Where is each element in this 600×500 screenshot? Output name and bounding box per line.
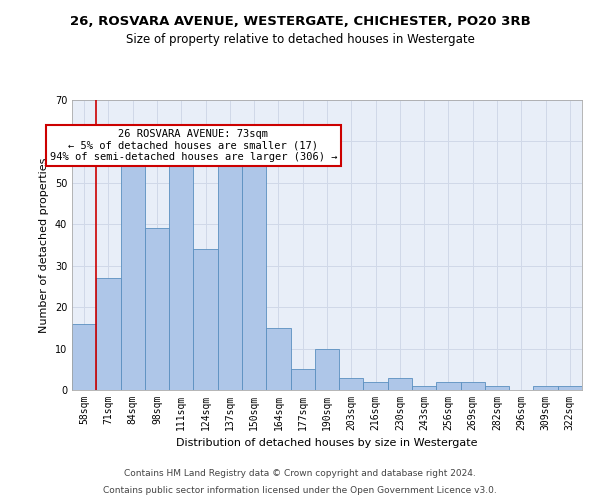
Bar <box>315 348 339 390</box>
Text: Contains public sector information licensed under the Open Government Licence v3: Contains public sector information licen… <box>103 486 497 495</box>
Bar <box>96 278 121 390</box>
Bar <box>388 378 412 390</box>
Bar <box>412 386 436 390</box>
Bar <box>533 386 558 390</box>
Bar <box>242 154 266 390</box>
Bar <box>485 386 509 390</box>
Bar <box>145 228 169 390</box>
Bar <box>364 382 388 390</box>
Bar <box>436 382 461 390</box>
Bar <box>72 324 96 390</box>
Bar <box>266 328 290 390</box>
Text: Contains HM Land Registry data © Crown copyright and database right 2024.: Contains HM Land Registry data © Crown c… <box>124 468 476 477</box>
Bar <box>193 249 218 390</box>
Text: 26, ROSVARA AVENUE, WESTERGATE, CHICHESTER, PO20 3RB: 26, ROSVARA AVENUE, WESTERGATE, CHICHEST… <box>70 15 530 28</box>
Bar <box>169 150 193 390</box>
Text: 26 ROSVARA AVENUE: 73sqm
← 5% of detached houses are smaller (17)
94% of semi-de: 26 ROSVARA AVENUE: 73sqm ← 5% of detache… <box>50 129 337 162</box>
Bar <box>558 386 582 390</box>
Bar <box>218 150 242 390</box>
Bar <box>121 154 145 390</box>
Bar <box>461 382 485 390</box>
Bar <box>339 378 364 390</box>
X-axis label: Distribution of detached houses by size in Westergate: Distribution of detached houses by size … <box>176 438 478 448</box>
Y-axis label: Number of detached properties: Number of detached properties <box>39 158 49 332</box>
Text: Size of property relative to detached houses in Westergate: Size of property relative to detached ho… <box>125 32 475 46</box>
Bar <box>290 370 315 390</box>
